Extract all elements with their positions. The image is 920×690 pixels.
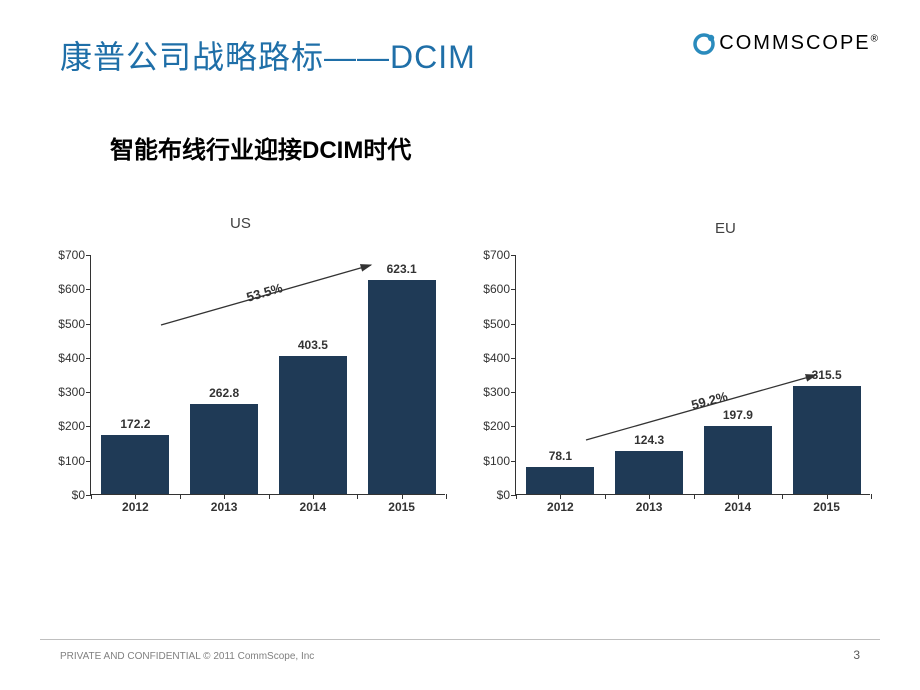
logo-text: COMMSCOPE® <box>719 32 880 55</box>
y-tick <box>86 358 91 359</box>
y-tick <box>86 255 91 256</box>
bar: 197.9 <box>704 426 772 494</box>
chart-region-label: EU <box>715 220 736 237</box>
x-tick <box>446 494 447 499</box>
x-tick <box>516 494 517 499</box>
page-number: 3 <box>853 648 860 662</box>
bar-value-label: 124.3 <box>634 433 664 447</box>
charts-container: US$0$100$200$300$400$500$600$700172.2201… <box>40 215 880 525</box>
chart-region-label: US <box>230 215 251 232</box>
bar-value-label: 623.1 <box>387 262 417 276</box>
y-tick-label: $400 <box>58 351 85 365</box>
x-tick <box>402 494 403 499</box>
y-tick-label: $200 <box>58 419 85 433</box>
title-row: 康普公司战略路标——DCIM COMMSCOPE® <box>60 32 880 78</box>
x-tick-label: 2012 <box>547 500 574 514</box>
x-tick <box>694 494 695 499</box>
y-tick-label: $500 <box>483 317 510 331</box>
logo: COMMSCOPE® <box>693 32 880 55</box>
x-tick <box>605 494 606 499</box>
slide: 康普公司战略路标——DCIM COMMSCOPE® 智能布线行业迎接DCIM时代… <box>0 0 920 690</box>
plot-area: $0$100$200$300$400$500$600$70078.1201212… <box>515 255 870 495</box>
x-tick <box>357 494 358 499</box>
bar-value-label: 403.5 <box>298 338 328 352</box>
x-tick <box>224 494 225 499</box>
bar: 124.3 <box>615 451 683 494</box>
y-tick <box>86 324 91 325</box>
x-tick-label: 2013 <box>636 500 663 514</box>
y-tick <box>86 426 91 427</box>
y-tick-label: $700 <box>483 248 510 262</box>
x-tick <box>827 494 828 499</box>
y-tick-label: $300 <box>483 385 510 399</box>
bar-value-label: 315.5 <box>812 368 842 382</box>
x-tick <box>560 494 561 499</box>
bar-value-label: 197.9 <box>723 408 753 422</box>
y-tick <box>86 392 91 393</box>
bar: 172.2 <box>101 435 169 494</box>
x-tick <box>649 494 650 499</box>
y-tick <box>511 255 516 256</box>
y-tick <box>511 426 516 427</box>
x-tick-label: 2012 <box>122 500 149 514</box>
footer-text: PRIVATE AND CONFIDENTIAL © 2011 CommScop… <box>60 651 314 662</box>
y-tick-label: $0 <box>497 488 510 502</box>
y-tick-label: $100 <box>58 454 85 468</box>
bar: 262.8 <box>190 404 258 494</box>
x-tick <box>135 494 136 499</box>
growth-rate-label: 53.5% <box>245 280 285 305</box>
bar: 623.1 <box>368 280 436 494</box>
y-tick <box>86 289 91 290</box>
x-tick <box>269 494 270 499</box>
bar: 78.1 <box>526 467 594 494</box>
y-tick-label: $700 <box>58 248 85 262</box>
y-tick <box>511 289 516 290</box>
y-tick <box>86 461 91 462</box>
page-title: 康普公司战略路标——DCIM <box>60 32 476 78</box>
y-tick <box>511 324 516 325</box>
y-tick-label: $0 <box>72 488 85 502</box>
y-tick <box>511 392 516 393</box>
y-tick-label: $400 <box>483 351 510 365</box>
y-tick-label: $100 <box>483 454 510 468</box>
x-tick <box>313 494 314 499</box>
x-tick <box>180 494 181 499</box>
bar-value-label: 262.8 <box>209 386 239 400</box>
footer-divider <box>40 639 880 640</box>
x-tick-label: 2014 <box>300 500 327 514</box>
x-tick-label: 2013 <box>211 500 238 514</box>
x-tick-label: 2015 <box>813 500 840 514</box>
plot-area: $0$100$200$300$400$500$600$700172.220122… <box>90 255 445 495</box>
bar-value-label: 172.2 <box>120 417 150 431</box>
y-tick <box>511 358 516 359</box>
logo-icon <box>693 33 717 55</box>
x-tick-label: 2015 <box>388 500 415 514</box>
x-tick <box>91 494 92 499</box>
y-tick-label: $300 <box>58 385 85 399</box>
x-tick <box>738 494 739 499</box>
x-tick <box>871 494 872 499</box>
bar: 315.5 <box>793 386 861 494</box>
y-tick-label: $200 <box>483 419 510 433</box>
chart-eu: EU$0$100$200$300$400$500$600$70078.12012… <box>465 215 880 525</box>
chart-us: US$0$100$200$300$400$500$600$700172.2201… <box>40 215 455 525</box>
bar: 403.5 <box>279 356 347 494</box>
y-tick-label: $600 <box>58 282 85 296</box>
subtitle: 智能布线行业迎接DCIM时代 <box>110 130 411 165</box>
x-tick <box>782 494 783 499</box>
y-tick-label: $600 <box>483 282 510 296</box>
bar-value-label: 78.1 <box>549 449 572 463</box>
x-tick-label: 2014 <box>725 500 752 514</box>
y-tick <box>511 461 516 462</box>
y-tick-label: $500 <box>58 317 85 331</box>
